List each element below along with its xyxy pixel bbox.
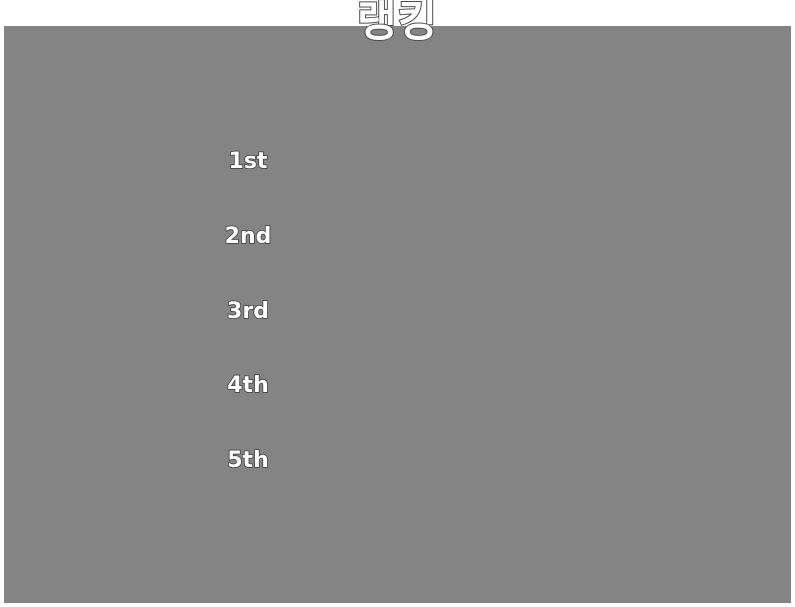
rank-label-3rd: 3rd [226, 298, 269, 325]
rank-label-4th: 4th [227, 372, 270, 399]
rank-label-5th: 5th [227, 447, 270, 474]
rank-label-2nd: 2nd [224, 223, 272, 250]
ranking-panel [4, 26, 791, 603]
rank-label-1st: 1st [228, 148, 268, 175]
ranking-title: 랭킹 [356, 0, 439, 48]
